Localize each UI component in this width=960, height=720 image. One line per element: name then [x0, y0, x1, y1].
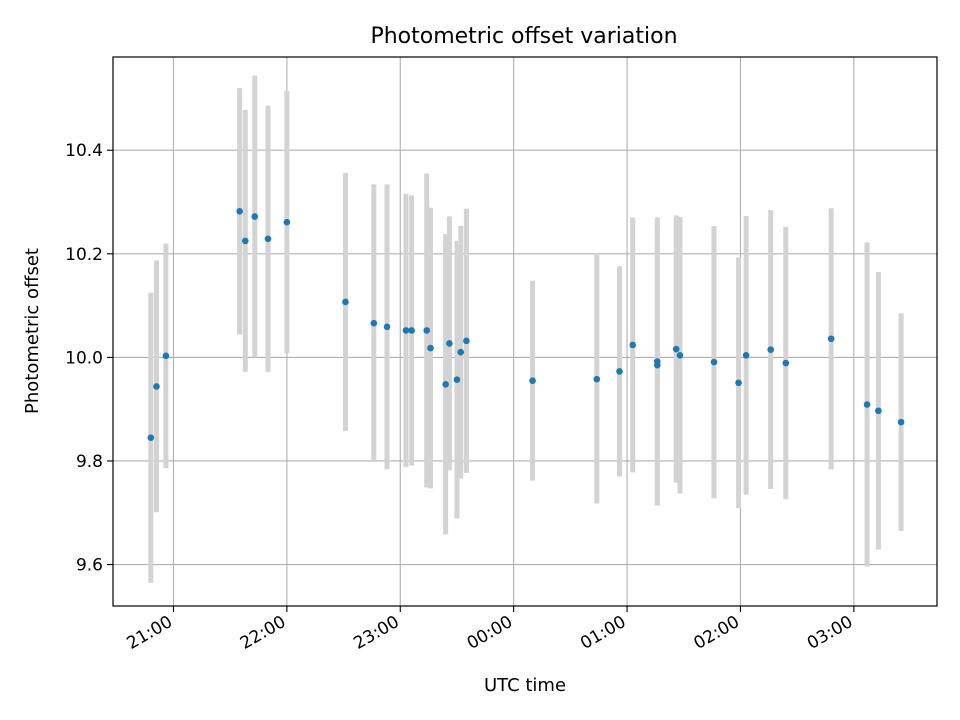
data-point	[616, 368, 623, 375]
data-point	[863, 401, 871, 408]
data-point	[463, 337, 470, 345]
data-point	[370, 319, 378, 327]
y-axis: 9.6 9.8 10.0 10.2 10.4	[65, 141, 113, 576]
chart-title: Photometric offset variation	[370, 24, 677, 49]
data-point	[342, 298, 349, 306]
data-point	[897, 418, 905, 426]
x-axis-label: UTC time	[484, 675, 566, 696]
y-tick-label: 9.8	[76, 452, 103, 472]
data-point	[283, 218, 291, 226]
data-point	[875, 407, 882, 415]
y-axis-label: Photometric offset	[22, 248, 43, 414]
y-tick-label: 10.2	[65, 245, 103, 265]
data-point	[427, 344, 434, 352]
data-point	[264, 235, 272, 243]
y-tick-label: 10.0	[65, 348, 103, 368]
data-point	[653, 361, 661, 369]
data-point	[241, 237, 249, 245]
data-point	[423, 327, 431, 334]
data-point	[782, 359, 790, 367]
data-point	[402, 327, 410, 334]
data-point	[446, 340, 453, 347]
data-point	[593, 375, 601, 383]
data-point	[457, 348, 465, 356]
data-point	[442, 381, 449, 388]
y-tick-label: 10.4	[65, 141, 103, 161]
data-point	[827, 335, 835, 343]
data-point	[162, 352, 170, 360]
data-point	[408, 327, 415, 334]
data-points	[147, 208, 905, 441]
plot-frame	[112, 56, 938, 607]
data-point	[672, 345, 680, 353]
data-point	[735, 379, 742, 387]
data-point	[147, 434, 155, 441]
data-point	[153, 383, 160, 390]
data-point	[529, 377, 536, 385]
grid	[113, 57, 937, 606]
data-point	[767, 346, 774, 353]
data-point	[453, 376, 461, 383]
data-point	[710, 358, 718, 366]
data-point	[251, 213, 259, 220]
data-point	[383, 323, 391, 331]
data-point	[676, 352, 684, 359]
data-point	[629, 341, 637, 349]
data-point	[236, 208, 243, 215]
data-point	[742, 352, 750, 359]
y-tick-label: 9.6	[76, 556, 103, 576]
